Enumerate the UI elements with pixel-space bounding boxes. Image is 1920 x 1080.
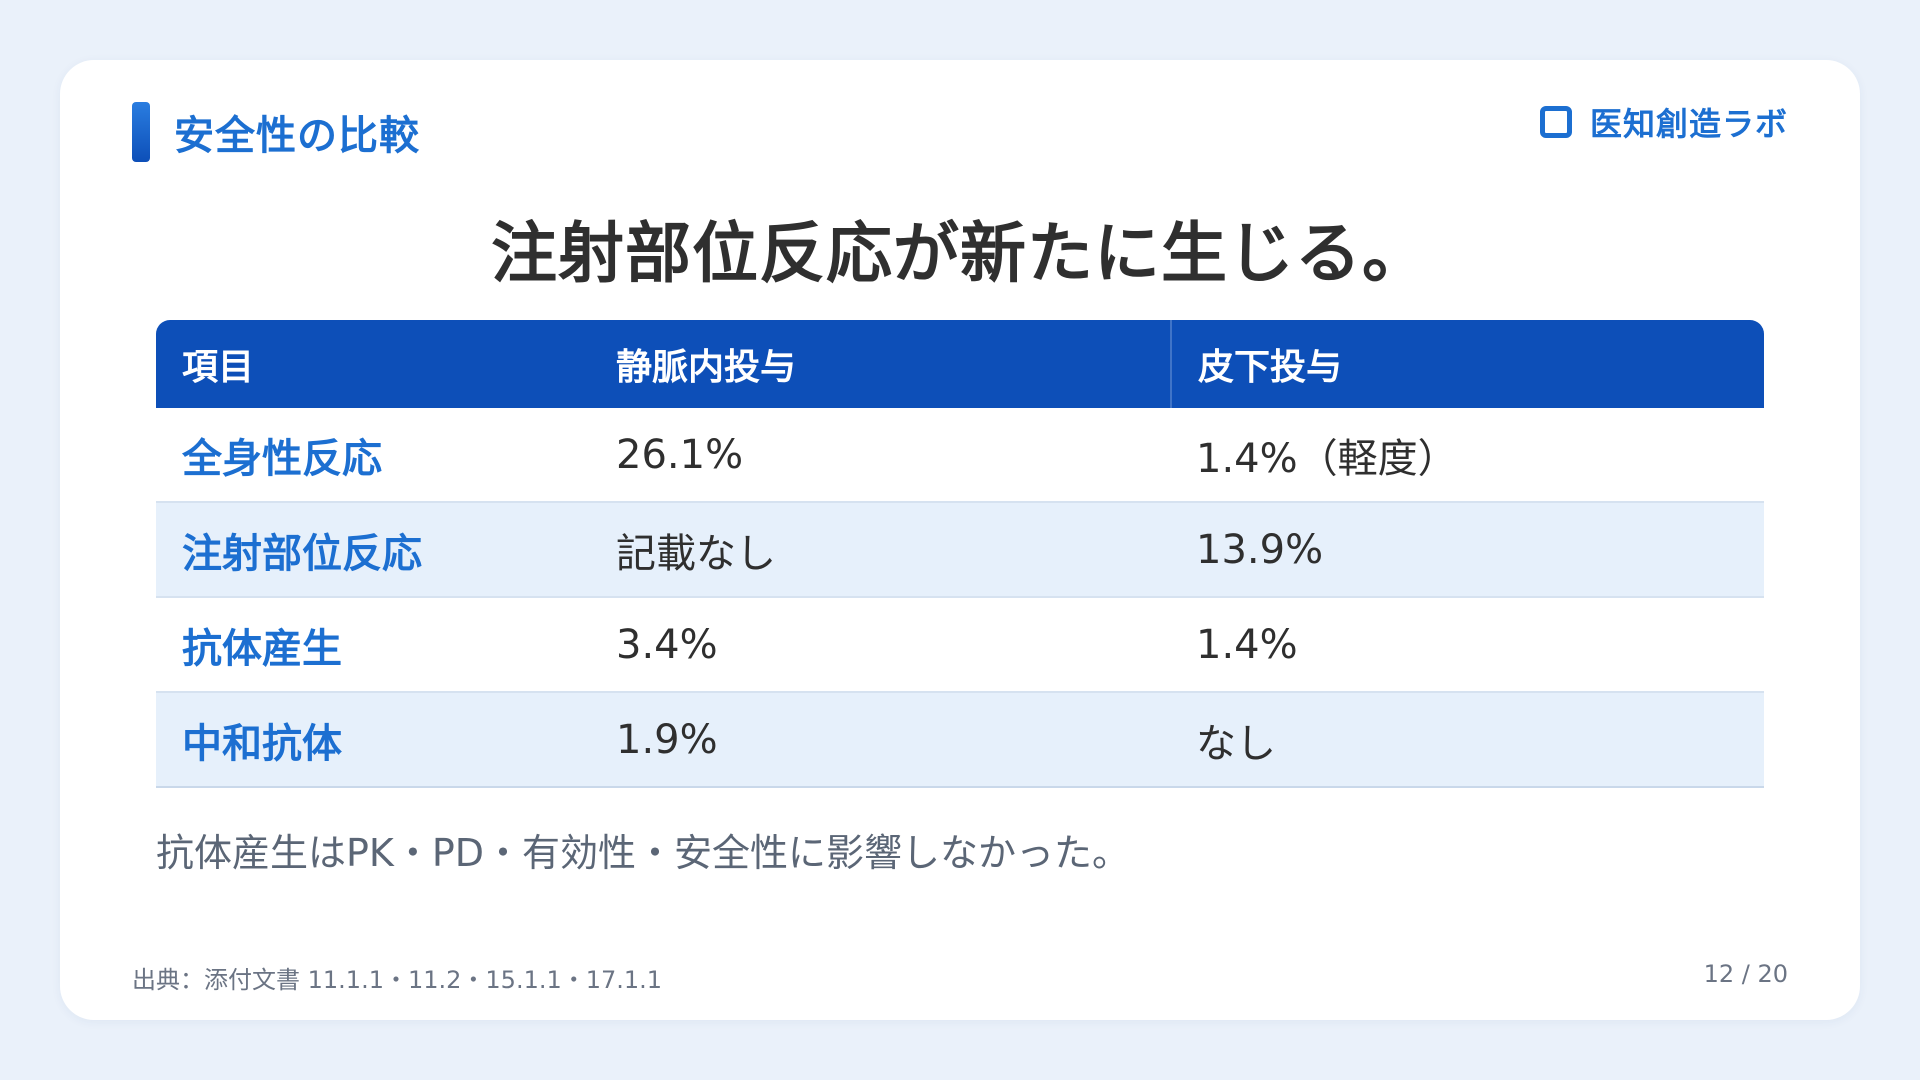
- iv-value: 1.9%: [616, 716, 718, 763]
- table-row: 全身性反応 26.1% 1.4%（軽度）: [156, 408, 1764, 503]
- page-number: 12 / 20: [1703, 960, 1788, 988]
- iv-value: 記載なし: [616, 530, 776, 577]
- sc-value: なし: [1196, 720, 1276, 767]
- sc-value: 13.9%: [1196, 526, 1324, 573]
- column-header-item: 項目: [182, 347, 255, 388]
- comparison-table: 項目 静脈内投与 皮下投与 全身性反応 26.1% 1.4%（軽度） 注射部位反…: [156, 320, 1764, 788]
- section-accent-bar: [132, 102, 150, 162]
- row-label: 抗体産生: [182, 625, 342, 672]
- section-label: 安全性の比較: [132, 102, 420, 162]
- column-header-sc: 皮下投与: [1170, 320, 1764, 408]
- source-citation: 出典：添付文書 11.1.1・11.2・15.1.1・17.1.1: [132, 966, 663, 994]
- slide-card: 安全性の比較 医知創造ラボ 注射部位反応が新たに生じる。 項目 静脈内投与 皮下…: [60, 60, 1860, 1020]
- table-row: 抗体産生 3.4% 1.4%: [156, 598, 1764, 693]
- square-icon: [1539, 106, 1572, 138]
- iv-value: 3.4%: [616, 621, 718, 668]
- slide-headline: 注射部位反応が新たに生じる。: [491, 215, 1429, 292]
- row-label: 中和抗体: [182, 720, 342, 767]
- sc-value: 1.4%: [1196, 621, 1298, 668]
- row-label: 全身性反応: [182, 435, 382, 482]
- section-title: 安全性の比較: [174, 113, 420, 159]
- table-row: 中和抗体 1.9% なし: [156, 693, 1764, 788]
- brand-name: 医知創造ラボ: [1589, 105, 1788, 143]
- brand-logo: 医知創造ラボ: [1539, 100, 1788, 144]
- iv-value: 26.1%: [616, 431, 744, 478]
- column-header-iv: 静脈内投与: [616, 347, 797, 388]
- table-header-row: 項目 静脈内投与 皮下投与: [156, 320, 1764, 408]
- row-label: 注射部位反応: [182, 530, 422, 577]
- footnote-text: 抗体産生はPK・PD・有効性・安全性に影響しなかった。: [156, 831, 1131, 875]
- sc-value: 1.4%（軽度）: [1196, 435, 1458, 482]
- table-row: 注射部位反応 記載なし 13.9%: [156, 503, 1764, 598]
